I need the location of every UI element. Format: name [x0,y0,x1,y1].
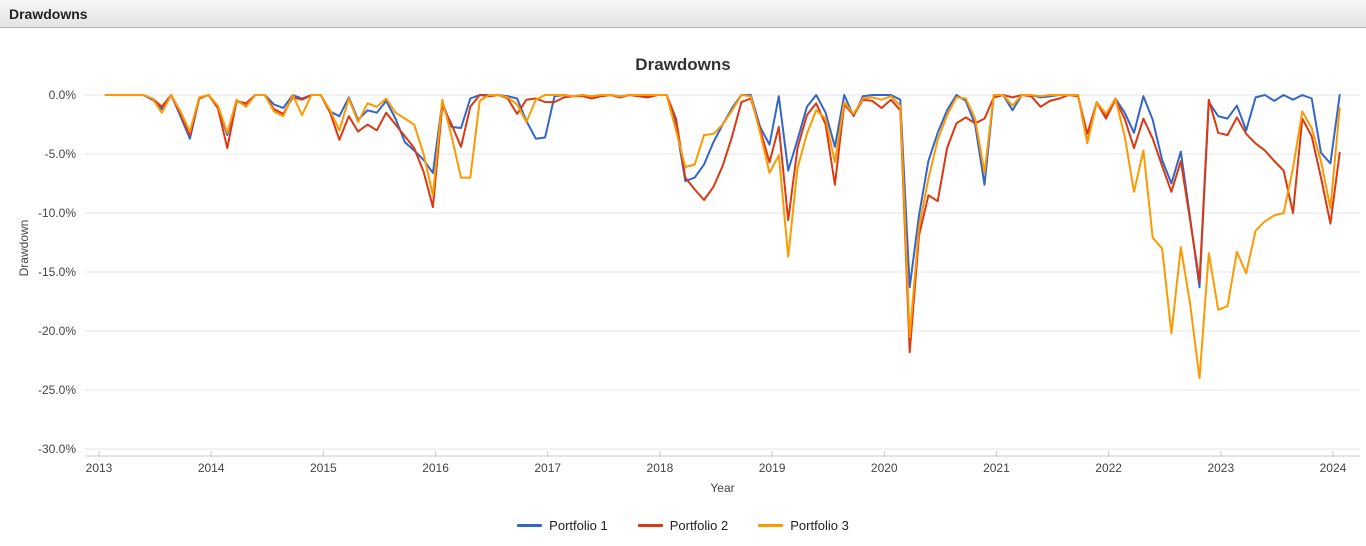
legend-item-portfolio-2: Portfolio 2 [637,517,729,533]
svg-text:-25.0%: -25.0% [38,383,76,397]
svg-text:2024: 2024 [1320,461,1347,475]
series-lines [104,94,1341,380]
svg-text:-30.0%: -30.0% [38,442,76,456]
gridlines [85,94,1360,450]
svg-text:2018: 2018 [647,461,674,475]
svg-text:2023: 2023 [1207,461,1234,475]
y-axis-tick-labels: 0.0% -5.0% -10.0% -15.0% -20.0% -25.0% -30.0% [38,88,76,456]
svg-text:2022: 2022 [1095,461,1122,475]
legend-label: Portfolio 2 [669,517,729,533]
chart-canvas[interactable]: 0.0%-5.0%-10.0%-15.0%-20.0%-25.0%-30.0% … [0,29,1366,541]
portfolio-1-line-swatch-icon [517,523,543,527]
svg-text:-20.0%: -20.0% [38,324,76,338]
svg-text:2014: 2014 [198,461,225,475]
svg-text:2015: 2015 [310,461,337,475]
portfolio-2-line-swatch-icon [637,523,663,527]
svg-text:-15.0%: -15.0% [38,265,76,279]
svg-text:2013: 2013 [86,461,113,475]
x-axis-title: Year [710,481,735,495]
svg-text:-5.0%: -5.0% [45,147,77,161]
legend-label: Portfolio 1 [549,517,608,533]
x-axis-tick-labels: 2013 2014 2015 2016 2017 2018 2019 2020 2021 2022… [86,461,1347,475]
svg-text:2021: 2021 [983,461,1010,475]
svg-text:2017: 2017 [534,461,561,475]
svg-text:-10.0%: -10.0% [38,206,76,220]
svg-text:0.0%: 0.0% [49,88,77,102]
legend-item-portfolio-1: Portfolio 1 [517,518,608,533]
panel-title: Drawdowns [9,6,88,22]
chart-title: Drawdowns [635,55,731,74]
legend-label: Portfolio 3 [790,517,849,533]
chart-legend: Portfolio 1 Portfolio 2 Portfolio 3 [0,515,1366,535]
axes [85,451,1360,457]
svg-text:2016: 2016 [422,461,449,475]
panel-header: Drawdowns [0,0,1366,28]
legend-item-portfolio-3: Portfolio 3 [758,518,849,533]
svg-text:2020: 2020 [871,461,898,475]
portfolio-3-line-swatch-icon [758,523,784,527]
drawdowns-chart: Drawdowns 0.0% -5.0% -10.0% -15.0% -20.0% -25… [0,29,1366,541]
svg-text:2019: 2019 [759,461,786,475]
y-axis-title: Drawdown [17,219,31,277]
